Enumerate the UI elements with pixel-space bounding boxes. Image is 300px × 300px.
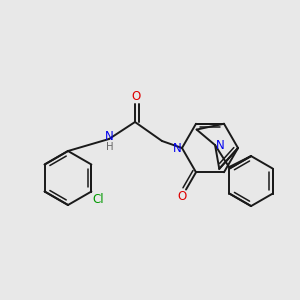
- Text: O: O: [131, 91, 141, 103]
- Text: N: N: [172, 142, 182, 154]
- Text: Cl: Cl: [93, 193, 104, 206]
- Text: N: N: [216, 139, 224, 152]
- Text: H: H: [106, 142, 114, 152]
- Text: N: N: [105, 130, 113, 143]
- Text: O: O: [177, 190, 187, 203]
